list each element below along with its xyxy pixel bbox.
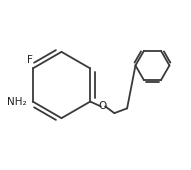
Text: NH₂: NH₂: [7, 97, 27, 107]
Text: F: F: [27, 55, 33, 65]
Text: O: O: [99, 101, 107, 111]
